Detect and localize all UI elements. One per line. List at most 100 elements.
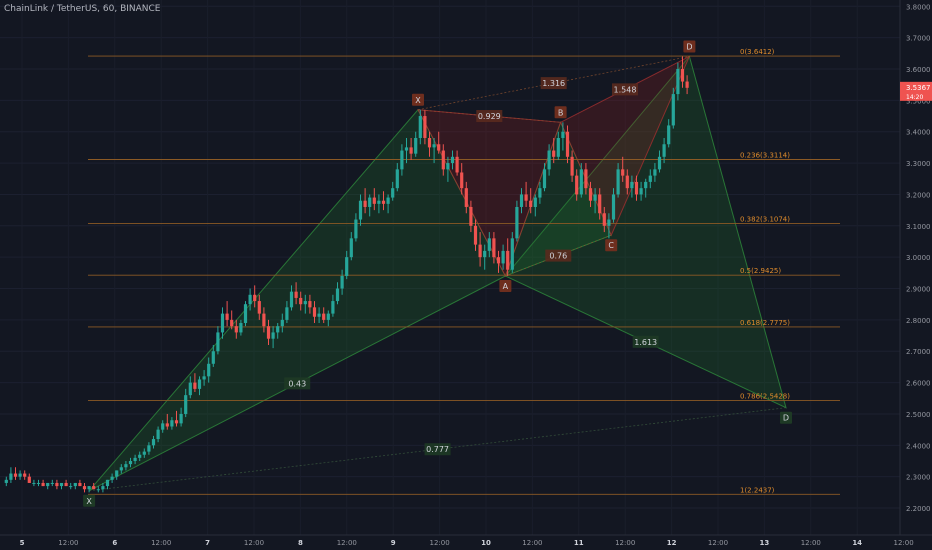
candle-body	[243, 304, 248, 324]
time-tick-label: 5	[20, 539, 25, 547]
time-tick-label: 12	[667, 539, 677, 547]
candle-body	[386, 197, 390, 204]
time-tick-label: 11	[574, 539, 584, 547]
candle-body	[593, 194, 597, 201]
candle-body	[271, 332, 275, 339]
pattern-point-box	[780, 411, 792, 424]
current-price-tag	[900, 81, 932, 101]
candle-body	[253, 294, 257, 302]
fib-level-label: 1(2.2437)	[740, 486, 775, 494]
candle-body	[326, 313, 330, 320]
symbol-title: ChainLink / TetherUS, 60, BINANCE	[4, 4, 161, 14]
candle-body	[207, 363, 211, 377]
candle-body	[455, 156, 459, 173]
ratio-label: 0.777	[426, 445, 449, 454]
pattern-point-box	[554, 106, 567, 119]
candle-body	[69, 486, 73, 488]
pattern-point-label: D	[783, 414, 789, 423]
candle-body	[156, 429, 160, 440]
candle-body	[648, 175, 652, 182]
candle-body	[174, 420, 179, 424]
time-axis[interactable]: 5 12:00 6 12:00 7 12:00 8 12:00 9 12:00 10 12:00 11 1…	[0, 534, 932, 547]
candle-body	[510, 238, 514, 270]
candle-body	[128, 461, 133, 465]
ratio-label-box	[476, 110, 503, 123]
pattern-point-label: C	[608, 241, 614, 250]
candle-body	[340, 275, 344, 289]
time-tick-label: 13	[760, 539, 770, 547]
candle-body	[630, 181, 634, 189]
candle-body	[400, 150, 404, 170]
candle-body	[634, 181, 639, 195]
price-tick-label: 2.5000	[906, 411, 931, 419]
candle-body	[639, 188, 643, 195]
candle-body	[676, 68, 680, 95]
ratio-label: 0.929	[478, 112, 501, 121]
candle-body	[450, 156, 455, 164]
current-price-label: 3.5367	[906, 84, 931, 92]
candle-body	[381, 200, 386, 204]
candle-body	[349, 238, 353, 258]
time-tick-label: 9	[391, 539, 396, 547]
candle-body	[570, 156, 574, 176]
ratio-label: 1.613	[634, 338, 657, 347]
candle-body	[147, 445, 151, 452]
candle-body	[501, 250, 505, 264]
candle-body	[478, 244, 482, 258]
candle-body	[561, 131, 565, 138]
candle-body	[248, 294, 252, 305]
candle-body	[588, 188, 593, 201]
fib-level-label: 0(3.6412)	[740, 48, 775, 56]
candle-body	[317, 313, 321, 317]
candle-body	[611, 194, 616, 220]
candle-body	[487, 238, 491, 251]
candle-body	[680, 68, 685, 82]
candle-body	[142, 451, 146, 455]
time-tick-label: 14	[852, 539, 862, 547]
candle-body	[161, 423, 165, 430]
candle-body	[234, 326, 238, 333]
candle-body	[110, 476, 114, 480]
candles	[4, 56, 689, 493]
candle-body	[13, 473, 18, 477]
candle-body	[82, 486, 87, 490]
candle-body	[285, 307, 289, 320]
price-tick-label: 2.4000	[906, 442, 931, 450]
candle-body	[519, 194, 524, 207]
candle-body	[331, 301, 335, 314]
candle-body	[607, 219, 611, 226]
candle-body	[50, 482, 54, 484]
candle-body	[644, 181, 648, 189]
time-tick-label: 12:00	[708, 539, 728, 547]
candle-body	[621, 169, 625, 176]
candle-body	[64, 482, 68, 487]
candle-body	[27, 476, 31, 483]
pattern-point-label: X	[86, 497, 92, 506]
candle-body	[404, 147, 409, 151]
candle-body	[216, 332, 220, 352]
candle-body	[335, 288, 340, 302]
candle-body	[4, 479, 8, 483]
pattern-point-box	[412, 93, 424, 106]
candle-body	[239, 323, 243, 333]
candle-body	[575, 175, 579, 195]
ratio-label-box	[424, 443, 451, 456]
candle-body	[151, 439, 156, 446]
fib-level-label: 0.786(2.5428)	[740, 393, 790, 401]
time-tick-label: 12:00	[244, 539, 264, 547]
candle-body	[87, 486, 91, 490]
candle-body	[584, 169, 588, 189]
fib-retracement: 0(3.6412) 0.236(3.3114) 0.382(3.1074) 0.5(2…	[88, 48, 840, 495]
price-axis[interactable]: 3.8000 3.7000 3.6000 3.5000 3.4000 3.3000 3.20…	[899, 0, 932, 550]
candle-body	[289, 291, 294, 308]
candle-body	[303, 301, 307, 305]
pattern-point-box	[499, 279, 512, 292]
candle-body	[115, 470, 119, 477]
pattern-point-label: B	[558, 108, 564, 117]
time-tick-label: 7	[205, 539, 210, 547]
candle-body	[685, 81, 689, 88]
candle-body	[538, 188, 542, 198]
price-tick-label: 3.0000	[906, 254, 931, 262]
candle-body	[105, 479, 110, 487]
